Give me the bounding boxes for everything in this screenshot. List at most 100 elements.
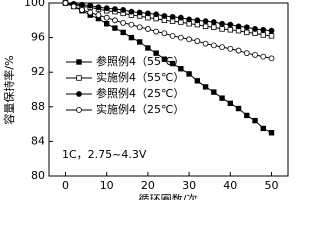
marker [103,21,110,27]
marker [252,117,258,124]
x-tick-label: 10 [100,179,114,192]
y-tick-label: 92 [31,65,45,78]
marker [144,26,151,32]
x-tick-label: 30 [182,179,196,192]
marker [227,27,234,33]
marker [177,14,184,21]
marker [128,34,135,41]
marker [268,33,275,39]
marker [194,78,201,84]
marker [252,52,258,58]
marker [235,105,242,112]
marker [87,2,94,9]
marker [260,53,267,60]
marker [211,24,217,30]
legend-label: 实施例4（55℃） [96,70,184,84]
marker [112,25,118,31]
legend-label: 参照例4（25℃） [96,86,184,100]
marker [120,19,127,26]
marker [62,0,69,6]
marker [227,45,234,52]
marker [243,50,250,57]
marker [202,23,209,30]
marker [235,47,242,54]
marker [136,24,143,31]
marker [194,38,201,44]
marker [186,36,193,43]
marker [227,100,234,107]
marker [227,21,234,28]
marker [145,45,151,51]
annotation: 1C，2.75~4.3V [62,148,147,161]
marker [219,44,225,51]
marker [210,42,217,49]
marker [169,60,176,67]
marker [178,66,184,72]
marker [128,21,135,28]
y-tick-label: 88 [31,100,45,113]
marker [161,30,168,37]
marker [79,1,85,8]
marker [153,11,160,18]
marker [260,32,266,38]
marker [260,26,267,33]
chart: 容量保持率/% 循环圈数/次 1C，2.75~4.3V 80 84 88 92 96 10… [2,0,289,200]
marker [202,84,209,90]
marker [136,39,143,45]
marker [136,9,143,16]
marker [235,23,242,30]
marker [186,16,193,23]
marker [202,18,209,25]
y-tick-label: 80 [31,169,45,182]
marker [202,40,209,47]
marker [177,34,184,41]
x-axis-label: 循环圈数/次 [139,192,198,200]
legend-label: 实施例4（25℃） [96,102,184,116]
x-tick-label: 20 [141,179,155,192]
marker [219,95,225,101]
marker [219,26,225,32]
marker [87,9,94,16]
marker [169,13,176,20]
marker [210,19,217,25]
marker [79,7,85,13]
marker [260,125,266,132]
legend-marker [76,75,82,81]
marker [252,26,258,32]
marker [194,17,201,24]
marker [161,56,168,62]
marker [268,55,275,62]
marker [128,8,135,15]
marker [144,10,151,17]
x-tick-label: 0 [62,179,69,192]
marker [95,4,102,11]
marker [268,130,275,136]
marker [219,20,225,27]
marker [153,50,159,56]
marker [211,89,217,95]
legend-marker [76,59,82,65]
legend-label: 参照例4（55℃） [96,54,184,68]
y-axis-label: 容量保持率/% [2,55,16,124]
marker [120,29,126,36]
marker [120,7,127,13]
marker [112,17,118,24]
legend-marker [76,107,82,113]
marker [268,27,275,34]
y-tick-label: 96 [31,31,45,44]
marker [243,24,250,31]
plot-frame [48,2,289,177]
marker [103,14,110,21]
marker [169,32,176,39]
marker [70,3,77,10]
y-tick-label: 100 [24,0,45,9]
x-tick-label: 40 [223,179,237,192]
marker [244,29,250,36]
marker [161,13,168,19]
marker [186,71,192,77]
marker [153,28,160,35]
marker [112,6,118,12]
x-tick-label: 50 [265,179,279,192]
marker [103,5,110,12]
marker [95,12,102,19]
